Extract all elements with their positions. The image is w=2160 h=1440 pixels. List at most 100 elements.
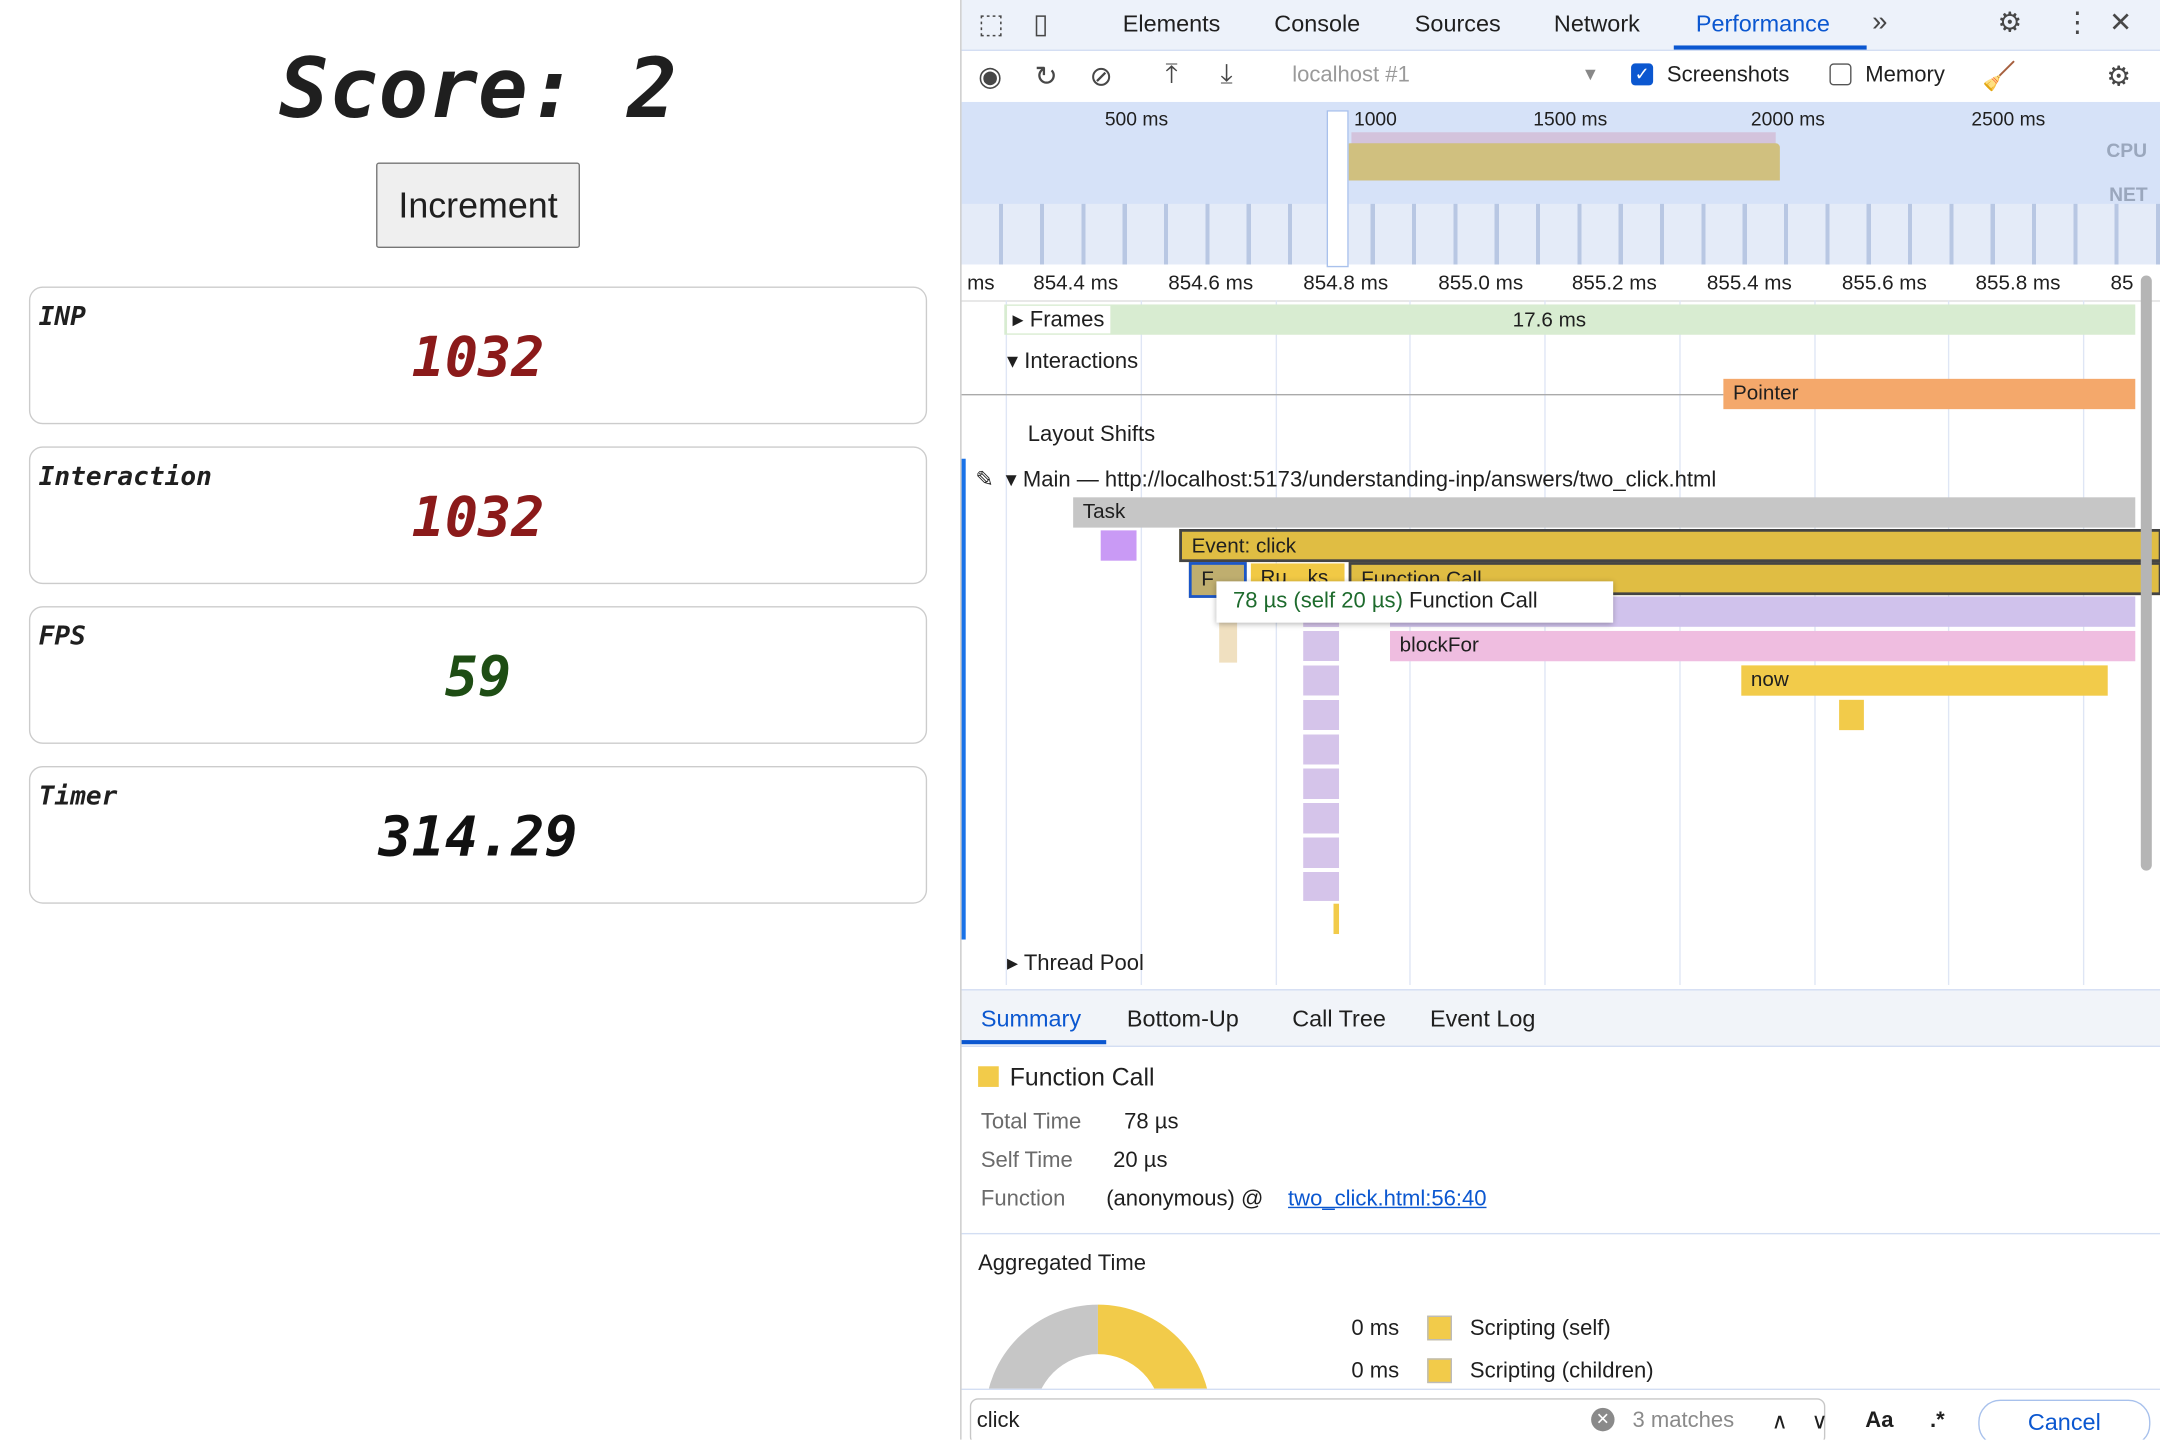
record-icon[interactable]: ◉: [978, 61, 1003, 93]
search-bar: [961, 1388, 2160, 1440]
target-select[interactable]: localhost #1: [1292, 63, 1410, 87]
interactions-label: Interactions: [1024, 349, 1139, 374]
close-icon[interactable]: ✕: [2109, 8, 2133, 39]
settings-gear-icon[interactable]: ⚙: [1997, 8, 2023, 39]
main-thread-title: Main — http://localhost:5173/understandi…: [1022, 468, 1717, 492]
total-time-label: Total Time: [980, 1110, 1082, 1134]
upload-icon[interactable]: ⤒: [1165, 59, 1178, 90]
frames-track[interactable]: [1004, 304, 2136, 335]
blockfor-bar[interactable]: blockFor: [1389, 630, 2136, 662]
edit-track-pencil-icon[interactable]: ✎: [975, 468, 994, 492]
tab-event-log[interactable]: Event Log: [1429, 1005, 1536, 1032]
ruler-label: 854.8 ms: [1303, 271, 1389, 295]
selection-handle[interactable]: [1326, 110, 1349, 268]
flamechart-scrollbar[interactable]: [2140, 275, 2152, 871]
card-label: INP: [38, 301, 86, 333]
tab-elements[interactable]: Elements: [1122, 11, 1221, 38]
interaction-range: [1351, 132, 1776, 147]
event-click-bar[interactable]: Event: click: [1179, 528, 2160, 563]
thread-pool-track-label[interactable]: ▸ Thread Pool: [1007, 951, 1144, 976]
search-input-value[interactable]: click: [976, 1409, 1020, 1433]
ruler-label: 855.2 ms: [1571, 271, 1657, 295]
more-options-icon[interactable]: ⋮: [2063, 8, 2092, 39]
task-bar[interactable]: Task: [1073, 497, 2136, 528]
flame-block[interactable]: [1333, 903, 1340, 935]
screenshots-strip: [961, 203, 2160, 265]
self-time-label: Self Time: [980, 1148, 1073, 1173]
interaction-whisker: [961, 393, 1724, 396]
flame-block[interactable]: [1100, 530, 1137, 561]
tooltip-name: Function Call: [1409, 589, 1538, 614]
card-value: 1032: [411, 326, 545, 390]
tab-summary[interactable]: Summary: [980, 1005, 1082, 1032]
device-toolbar-icon[interactable]: ▯: [1033, 9, 1049, 40]
cancel-button[interactable]: Cancel: [1978, 1399, 2151, 1440]
donut-other-slice: [988, 1304, 1098, 1392]
timer-card: Timer 314.29: [28, 765, 928, 904]
tab-call-tree[interactable]: Call Tree: [1292, 1005, 1386, 1032]
card-value: 1032: [411, 486, 545, 550]
increment-button[interactable]: Increment: [376, 162, 580, 248]
layout-shifts-label[interactable]: Layout Shifts: [1027, 422, 1156, 447]
tab-console[interactable]: Console: [1274, 11, 1361, 38]
previous-match-chevron-up-icon[interactable]: ∧: [1771, 1410, 1788, 1435]
main-track-selection-bracket: [961, 458, 966, 940]
tab-network[interactable]: Network: [1553, 11, 1640, 38]
legend-swatch: [1427, 1358, 1452, 1384]
tooltip-time: 78 µs (self 20 µs): [1232, 589, 1403, 614]
frames-label: Frames: [1029, 308, 1105, 333]
now-bar[interactable]: now: [1741, 665, 2108, 696]
flame-stack-column[interactable]: [1303, 596, 1340, 901]
next-match-chevron-down-icon[interactable]: ∨: [1811, 1410, 1828, 1435]
card-value: 59: [444, 646, 512, 710]
cpu-activity-area: [1345, 143, 1780, 181]
divider: [961, 1232, 2160, 1235]
frame-duration: 17.6 ms: [1512, 308, 1587, 333]
overview-tick: 2000 ms: [1750, 107, 1825, 130]
self-time-value: 20 µs: [1113, 1148, 1168, 1173]
overview-tick: 1500 ms: [1533, 107, 1608, 130]
frames-track-label[interactable]: ▸ Frames: [1007, 305, 1110, 334]
card-label: Timer: [38, 781, 118, 812]
capture-settings-gear-icon[interactable]: ⚙: [2106, 61, 2132, 93]
overview-tick: 2500 ms: [1971, 107, 2046, 130]
ruler-label: 855.6 ms: [1841, 271, 1927, 295]
category-swatch: [978, 1066, 999, 1087]
card-label: FPS: [38, 621, 86, 652]
tab-bottom-up[interactable]: Bottom-Up: [1126, 1005, 1239, 1032]
legend-value: 0 ms: [1351, 1316, 1400, 1341]
source-link[interactable]: two_click.html:56:40: [1288, 1187, 1487, 1211]
chevron-down-icon[interactable]: ▼: [1581, 63, 1600, 85]
memory-label: Memory: [1865, 63, 1945, 87]
inspect-element-icon[interactable]: ⬚: [978, 9, 1005, 40]
tab-sources[interactable]: Sources: [1414, 11, 1501, 38]
main-track-label[interactable]: ▾ Main — http://localhost:5173/understan…: [1005, 468, 1717, 492]
ruler-label: 855.4 ms: [1706, 271, 1792, 295]
clear-icon[interactable]: ⊘: [1089, 61, 1113, 93]
ruler-label: 854.4 ms: [1033, 271, 1119, 295]
clear-search-icon[interactable]: ✕: [1591, 1407, 1615, 1432]
ruler-label: 85: [2110, 271, 2134, 295]
reload-icon[interactable]: ↻: [1034, 61, 1058, 93]
garbage-collect-broom-icon[interactable]: 🧹: [1982, 61, 2017, 93]
details-tabbar: [961, 989, 2160, 1047]
interactions-track-label[interactable]: ▾ Interactions: [1007, 349, 1139, 374]
ruler-label: 855.0 ms: [1438, 271, 1524, 295]
tab-performance[interactable]: Performance: [1695, 11, 1830, 38]
screenshots-label: Screenshots: [1666, 63, 1790, 87]
ruler-label: 855.8 ms: [1975, 271, 2061, 295]
regex-button[interactable]: .*: [1930, 1409, 1945, 1433]
net-label: NET: [2109, 183, 2148, 206]
flame-block[interactable]: [1839, 699, 1864, 731]
score-title: Score: 2: [278, 41, 678, 138]
more-tabs-icon[interactable]: »: [1872, 6, 1888, 38]
download-icon[interactable]: ⤓: [1220, 59, 1233, 90]
active-tab-indicator: [1673, 45, 1867, 50]
function-value: (anonymous) @: [1106, 1187, 1270, 1211]
memory-checkbox[interactable]: [1829, 63, 1852, 86]
search-input[interactable]: [969, 1398, 1826, 1440]
screenshots-checkbox[interactable]: ✓: [1631, 63, 1654, 86]
match-case-button[interactable]: Aa: [1865, 1409, 1894, 1433]
total-time-value: 78 µs: [1124, 1110, 1179, 1134]
pointer-interaction[interactable]: Pointer: [1723, 378, 2136, 410]
